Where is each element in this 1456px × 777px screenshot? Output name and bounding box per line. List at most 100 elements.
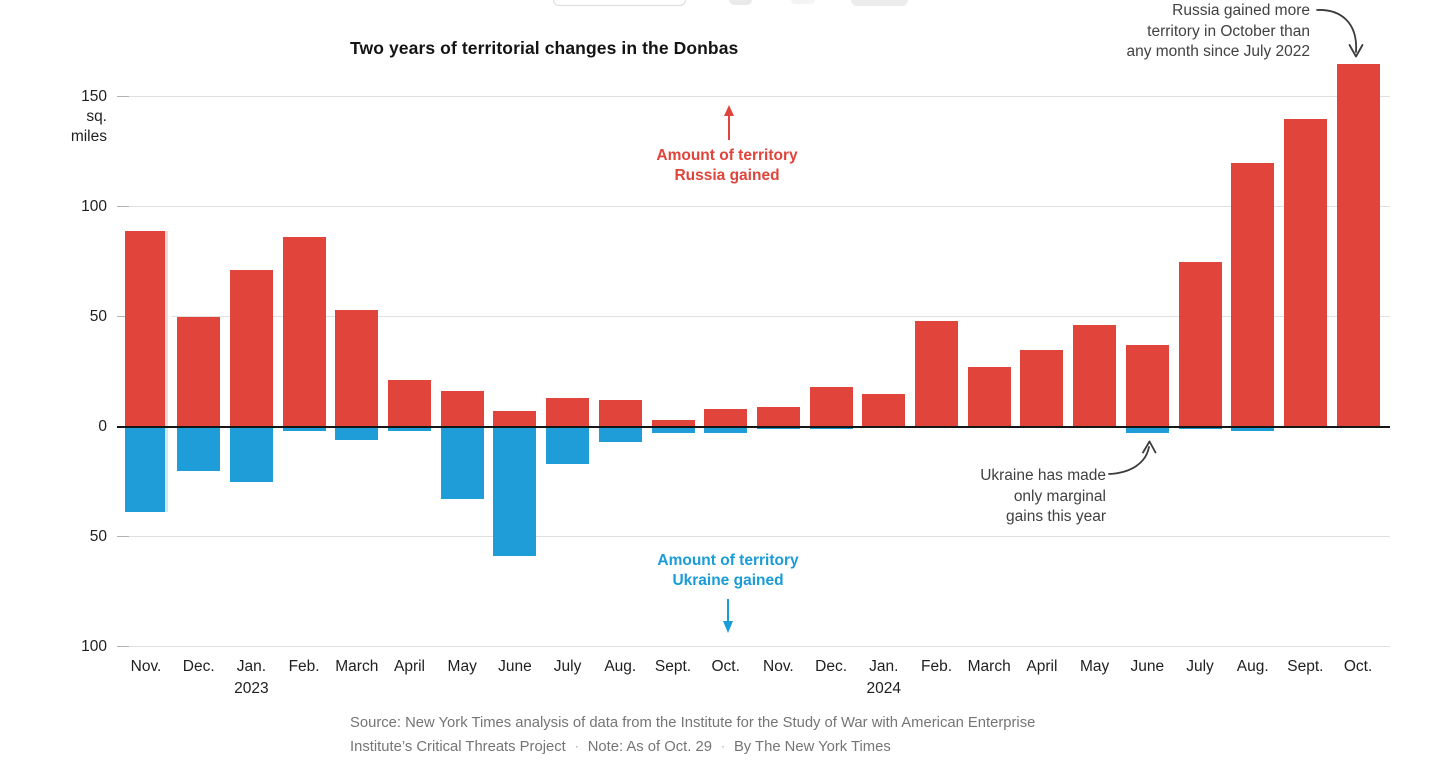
bar-russia (282, 237, 326, 427)
ukraine-marginal-gains-callout: Ukraine has made only marginal gains thi… (866, 466, 1106, 528)
toolbar-button-fragment-3[interactable] (851, 0, 908, 6)
source-project: Institute’s Critical Threats Project (350, 739, 566, 755)
x-tick-label: Nov. (130, 658, 162, 675)
bar-ukraine (704, 426, 748, 434)
toolbar-button-fragment-1[interactable] (729, 0, 752, 5)
y-tick-label: 50 (89, 527, 107, 545)
y-tick-label: 0 (98, 417, 107, 435)
x-tick-label: Sept. (654, 658, 692, 675)
x-tick-label: Oct. (711, 658, 740, 675)
ukraine-annotation-line-1: Amount of territory (657, 552, 799, 569)
bar-russia (1125, 345, 1169, 427)
bar-russia (1178, 261, 1222, 427)
october-callout-line-1: Russia gained more (1172, 2, 1310, 19)
x-tick-label: Dec. (815, 658, 848, 675)
bar-ukraine (756, 426, 800, 429)
bar-ukraine (440, 426, 484, 500)
x-tick-label: July (553, 658, 582, 675)
y-axis-unit-line-1: sq. (86, 108, 107, 125)
gridline (117, 206, 1390, 207)
bar-ukraine (335, 426, 379, 440)
gridline (117, 536, 1390, 537)
bar-ukraine (388, 426, 431, 431)
october-callout-curved-arrow-icon (1316, 9, 1364, 58)
bar-russia (546, 397, 590, 427)
ukraine-callout-line-3: gains this year (1006, 508, 1106, 525)
toolbar-pill-fragment[interactable] (553, 0, 686, 6)
bar-ukraine (1178, 426, 1222, 429)
bar-ukraine (546, 426, 590, 464)
y-axis-tick (117, 206, 129, 207)
toolbar-button-fragment-2[interactable] (791, 0, 815, 4)
russia-annotation-line-1: Amount of territory (656, 147, 798, 164)
bar-ukraine (598, 426, 642, 442)
note-text: Note: As of Oct. 29 (587, 739, 712, 755)
october-callout-line-2: territory in October than (1147, 22, 1310, 40)
y-axis-unit-line-2: miles (70, 128, 107, 145)
ukraine-series-annotation: Amount of territory Ukraine gained (618, 551, 838, 591)
y-tick-label: 50 (89, 307, 107, 325)
bar-ukraine (282, 426, 326, 431)
x-tick-label: April (393, 658, 425, 675)
gridline (117, 646, 1390, 647)
x-tick-label: Feb. (288, 658, 320, 675)
russia-series-annotation: Amount of territory Russia gained (617, 146, 837, 186)
bar-russia (1073, 325, 1117, 427)
bar-russia (915, 320, 958, 427)
x-tick-label: Jan. (236, 658, 267, 675)
source-line-1: Source: New York Times analysis of data … (350, 715, 1036, 731)
x-tick-label: March (335, 658, 379, 675)
bar-ukraine (493, 426, 537, 557)
dot-separator-icon: · (720, 739, 725, 753)
byline: By The New York Times (733, 739, 891, 755)
y-axis-tick (117, 536, 129, 537)
x-tick-label: May (1079, 658, 1110, 675)
bar-russia (229, 270, 273, 427)
bar-ukraine (809, 426, 853, 429)
chart-title: Two years of territorial changes in the … (350, 38, 739, 58)
bar-russia (124, 230, 168, 427)
ukraine-down-arrow-icon (723, 599, 733, 633)
bar-russia (1336, 63, 1380, 427)
october-callout-line-3: any month since July 2022 (1126, 43, 1310, 60)
x-tick-label: May (447, 658, 477, 675)
bar-russia (862, 393, 906, 427)
bar-ukraine (229, 426, 273, 482)
bar-russia (1231, 162, 1275, 427)
bar-russia (177, 316, 221, 427)
y-axis-tick (117, 646, 129, 647)
bar-russia (1020, 349, 1064, 427)
ukraine-callout-line-1: Ukraine has made (980, 467, 1106, 484)
x-tick-label: Feb. (920, 658, 952, 675)
x-tick-label: Aug. (1236, 658, 1269, 675)
russia-up-arrow-icon (724, 105, 734, 140)
source-line-2: Institute’s Critical Threats Project · Not… (350, 735, 1035, 759)
bar-russia (1283, 118, 1327, 427)
ukraine-callout-curved-arrow-icon (1108, 440, 1157, 475)
bar-russia (388, 380, 431, 427)
bar-russia (967, 367, 1011, 427)
x-tick-label: April (1026, 658, 1058, 675)
x-tick-label: Aug. (604, 658, 637, 675)
bar-russia (440, 391, 484, 427)
bar-russia (809, 386, 853, 427)
bar-ukraine (651, 426, 695, 434)
y-tick-label: 100 (81, 197, 107, 215)
bar-ukraine (1125, 426, 1169, 434)
bar-ukraine (177, 426, 221, 471)
x-tick-label: Jan. (869, 658, 899, 675)
source-note: Source: New York Times analysis of data … (350, 712, 1035, 759)
x-tick-label: March (967, 658, 1011, 675)
x-tick-label: June (1130, 658, 1165, 675)
year-label: 2024 (866, 680, 902, 697)
bar-russia (651, 419, 695, 427)
bar-russia (756, 406, 800, 427)
dot-separator-icon: · (574, 739, 579, 753)
vertical-stripe-artifact (165, 230, 172, 513)
bar-russia (493, 411, 537, 427)
x-tick-label: July (1186, 658, 1214, 675)
bar-ukraine (1231, 426, 1275, 431)
bar-russia (598, 400, 642, 427)
x-tick-label: Nov. (763, 658, 794, 675)
